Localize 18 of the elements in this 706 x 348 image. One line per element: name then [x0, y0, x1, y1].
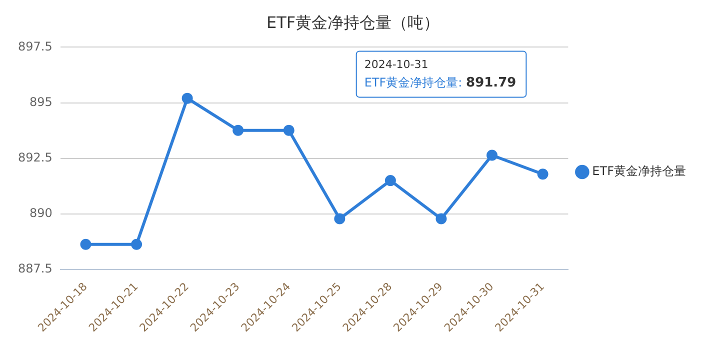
point: [182, 92, 193, 104]
legend-label: ETF黄金净持仓量: [592, 164, 686, 178]
point: [283, 124, 294, 136]
y-tick-label: 892.5: [18, 150, 52, 164]
y-tick-label: 890: [29, 206, 52, 220]
point: [80, 238, 92, 250]
point: [384, 175, 396, 186]
annotation: 2024-10-31 ETF黄金净持仓量: 891.79: [364, 58, 516, 91]
y-tick-label: 895: [29, 94, 52, 109]
point: [131, 238, 142, 250]
point: [537, 168, 548, 180]
y-tick-label: 897.5: [18, 39, 52, 54]
point: [436, 213, 447, 224]
chart-title: ETF黄金净持仓量（吨）: [266, 12, 440, 32]
y-tick-label: 887.5: [18, 262, 52, 276]
point: [232, 124, 244, 136]
point: [334, 213, 346, 224]
point: [486, 150, 498, 161]
